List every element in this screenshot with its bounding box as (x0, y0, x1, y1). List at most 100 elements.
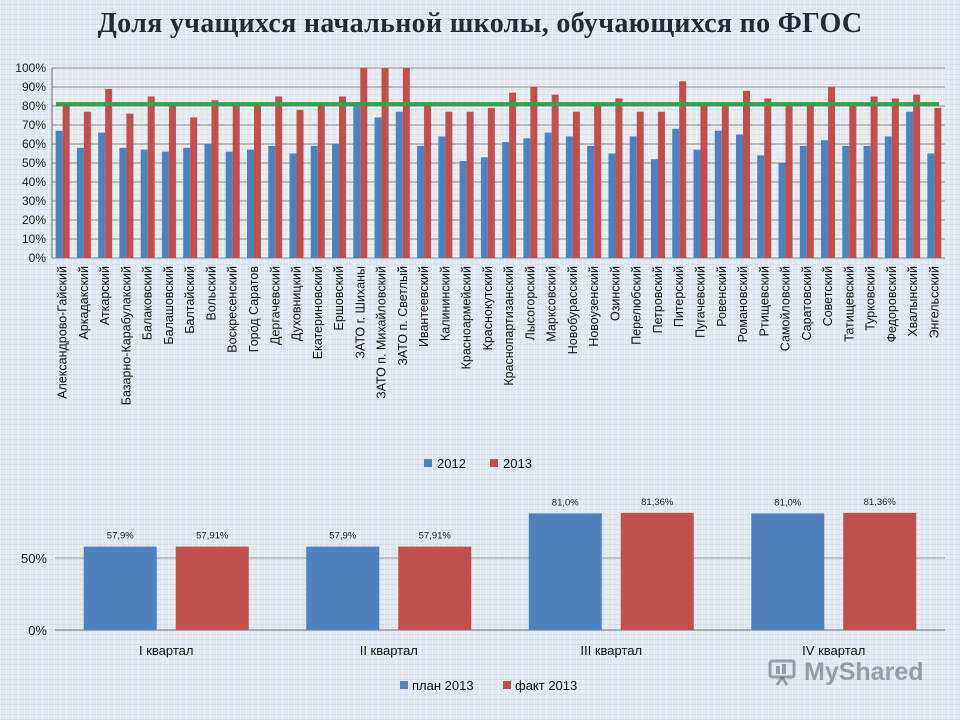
bar-2012 (565, 136, 573, 258)
bar-2012 (140, 149, 148, 258)
y-tick-label: 50% (22, 156, 46, 170)
legend-label-2013: 2013 (503, 456, 532, 471)
x-tick-label: Петровский (651, 266, 665, 333)
bar-2013 (849, 106, 857, 258)
bar-2012 (906, 111, 914, 258)
bar-2013 (934, 107, 942, 259)
data-label-fact: 81,36% (641, 497, 674, 508)
bar-2013 (657, 111, 665, 258)
x-tick-label: Балашовский (162, 266, 176, 345)
x-tick-label: Саратовский (800, 266, 814, 340)
watermark-text: MyShared (804, 658, 924, 686)
data-label-fact: 81,36% (864, 497, 897, 508)
bar-2012 (310, 145, 318, 258)
x-tick-label: Питерский (672, 266, 686, 327)
x-tick-label: Духовницкий (290, 266, 304, 341)
x-tick-label: Турковский (864, 266, 878, 331)
x-tick-label: Аткарский (98, 266, 112, 325)
x-tick-label: Татищевский (842, 266, 856, 342)
bar-2013 (424, 106, 432, 258)
x-tick-label: ЗАТО п. Светлый (396, 266, 410, 366)
x-tick-label: Хвалынский (906, 266, 920, 337)
bar-2013 (126, 113, 134, 258)
bar-2013 (764, 98, 772, 259)
bar-2013 (190, 117, 198, 259)
bar-2013 (551, 94, 559, 258)
bar-2013 (636, 111, 644, 258)
x-tick-label: Калининский (438, 266, 452, 341)
bar-2013 (466, 111, 474, 258)
bar-2012 (608, 153, 616, 258)
bar-2012 (714, 130, 722, 258)
presentation-icon (768, 659, 796, 686)
bar-2013 (509, 92, 517, 258)
bar-2013 (339, 96, 347, 258)
legend-swatch-2013 (490, 459, 498, 467)
y-tick-label: 90% (22, 80, 46, 94)
bar-2013 (615, 98, 623, 259)
bar-2012 (417, 145, 425, 258)
bar-plan-2013 (751, 513, 825, 630)
y-tick-label: 0% (29, 251, 47, 265)
bar-2012 (757, 155, 765, 258)
x-tick-label: Александрово-Гайский (56, 266, 70, 399)
bar-2013 (253, 106, 261, 258)
legend-swatch-fact (503, 681, 511, 689)
x-tick-label: Город Саратов (247, 266, 261, 353)
x-tick-label: Аркадакский (77, 266, 91, 340)
bar-2012 (353, 102, 361, 258)
legend-label-2012: 2012 (437, 456, 466, 471)
x-tick-label: Самойловский (779, 266, 793, 351)
x-tick-label: Ершовский (332, 266, 346, 330)
bar-2012 (821, 140, 829, 258)
bar-2013 (785, 106, 793, 258)
bar-2013 (721, 106, 729, 258)
y-tick-label: 100% (15, 61, 46, 75)
bar-plan-2013 (306, 546, 380, 630)
bar-2013 (700, 106, 708, 258)
y-tick-label: 60% (22, 137, 46, 151)
bar-2013 (211, 100, 219, 258)
x-tick-label: Романовский (736, 266, 750, 342)
bar-2013 (317, 106, 325, 258)
bar-2012 (693, 149, 701, 258)
bar-2013 (360, 68, 368, 258)
x-tick-label: Ртищевский (757, 266, 771, 336)
bar-2012 (927, 153, 935, 258)
y-tick-label: 50% (21, 551, 47, 566)
district-bar-chart: 0% 10% 20% 30% 40% 50% 60% 70% 80% 90% 100% Алексан… (15, 61, 945, 471)
data-label-plan: 81,0% (552, 497, 579, 508)
bar-2013 (105, 88, 113, 259)
bar-2012 (204, 144, 212, 258)
bar-2013 (530, 87, 538, 258)
bar-2013 (679, 81, 687, 258)
bar-2012 (438, 136, 446, 258)
bar-2013 (168, 106, 176, 258)
x-tick-label: Ровенский (715, 266, 729, 327)
bar-2012 (395, 111, 403, 258)
x-tick-label: Федоровский (885, 266, 899, 343)
x-tick-label: Краснопартизанский (502, 266, 516, 386)
bar-2012 (650, 159, 658, 258)
bar-plan-2013 (528, 513, 602, 630)
x-tick-label: Новобурасский (566, 266, 580, 354)
bar-2013 (402, 68, 410, 258)
bar-plan-2013 (83, 546, 157, 630)
bar-2012 (459, 161, 467, 258)
bar-2013 (232, 106, 240, 258)
x-tick-label: II квартал (360, 643, 418, 658)
x-tick-label: III квартал (580, 643, 642, 658)
x-tick-label: Пугачевский (693, 266, 707, 338)
x-tick-label: Энгельсский (927, 266, 941, 338)
bar-2012 (842, 145, 850, 258)
x-tick-label: Советский (821, 266, 835, 326)
bar-2013 (572, 111, 580, 258)
x-tick-label: Дергачевский (268, 266, 282, 345)
x-tick-label: Екатериновский (311, 266, 325, 359)
y-tick-label: 10% (22, 232, 46, 246)
data-label-plan: 57,9% (107, 531, 134, 542)
bar-2012 (183, 147, 191, 258)
x-tick-label: Новоузенский (587, 266, 601, 347)
bar-2013 (147, 96, 155, 258)
bar-2012 (544, 132, 552, 258)
